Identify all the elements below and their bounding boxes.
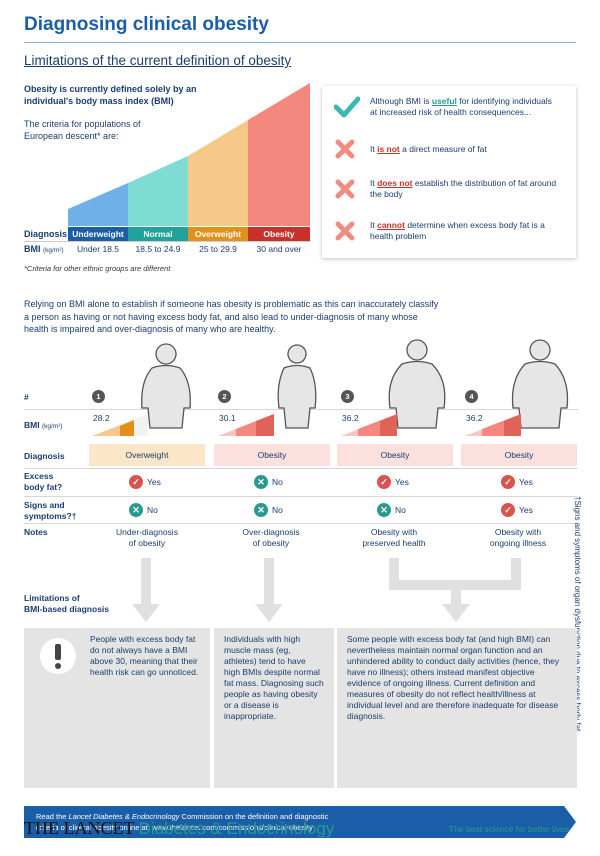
criteria-text: The criteria for populations of European…	[24, 119, 141, 141]
cross-icon	[335, 179, 355, 199]
arrow-case-3-4	[389, 558, 521, 622]
normal-area	[128, 156, 188, 226]
person-icon-case-2	[277, 344, 317, 429]
cross-icon	[335, 221, 355, 241]
banner-arrow-icon	[564, 806, 576, 838]
category-underweight: Underweight	[68, 227, 128, 241]
bmi-mini-bar-case-2	[218, 414, 274, 436]
check-icon: ✓	[377, 475, 391, 489]
limitation-box-1: People with excess body fat do not alway…	[24, 628, 210, 788]
range-underweight: Under 18.5	[76, 244, 120, 254]
range-overweight: 25 to 29.9	[199, 244, 237, 254]
chart-divider	[24, 241, 310, 242]
checklist-item-cannot-determine: It cannot determine when excess body fat…	[334, 220, 560, 242]
title-divider	[24, 42, 576, 43]
cross-icon: ✕	[377, 503, 391, 517]
bmi-mini-bar-case-1	[92, 414, 148, 436]
obesity-area	[248, 83, 310, 226]
table-divider	[24, 468, 578, 469]
case-signs-3: ✕ No	[377, 503, 406, 517]
row-label-notes: Notes	[24, 527, 48, 537]
case-diagnosis-4: Obesity	[461, 444, 577, 466]
cross-icon: ✕	[254, 503, 268, 517]
person-silhouettes	[141, 339, 569, 429]
flow-arrows	[132, 558, 521, 622]
checklist-item-useful: Although BMI is useful for identifying i…	[334, 96, 560, 118]
ethnic-footnote: *Criteria for other ethnic groups are di…	[24, 264, 171, 273]
person-icon-case-1	[141, 343, 191, 429]
case-excess-4: ✓ Yes	[501, 475, 533, 489]
case-signs-4: ✓ Yes	[501, 503, 533, 517]
case-bmi-2: 30.1	[219, 413, 236, 423]
range-normal: 18.5 to 24.9	[135, 244, 181, 254]
case-number-4: 4	[465, 390, 478, 403]
checklist-item-not-measure: It is not a direct measure of fat	[334, 138, 560, 160]
case-signs-1: ✕ No	[129, 503, 158, 517]
bmi-problem-paragraph: Relying on BMI alone to establish if som…	[24, 299, 439, 334]
case-bmi-3: 36.2	[342, 413, 359, 423]
check-icon: ✓	[501, 475, 515, 489]
case-bmi-1: 28.2	[93, 413, 110, 423]
case-excess-3: ✓ Yes	[377, 475, 409, 489]
arrow-case-2	[255, 558, 283, 622]
row-label-excess: Excess body fat?	[24, 471, 63, 492]
diagnosis-row-label: Diagnosis	[24, 229, 68, 239]
category-normal: Normal	[128, 227, 188, 241]
case-excess-2: ✕ No	[254, 475, 283, 489]
table-divider	[24, 523, 578, 524]
row-label-diagnosis: Diagnosis	[24, 451, 65, 461]
person-icon-case-3	[388, 339, 446, 429]
case-note-3: Obesity with preserved health	[362, 527, 426, 548]
limitation-box-2: Individuals with high muscle mass (eg, a…	[214, 628, 334, 788]
case-note-1: Under-diagnosis of obesity	[116, 527, 178, 548]
bmi-mini-bars	[92, 414, 521, 436]
case-number-2: 2	[218, 390, 231, 403]
arrow-case-1	[132, 558, 160, 622]
case-note-2: Over-diagnosis of obesity	[242, 527, 300, 548]
row-label-bmi: BMI (kg/m²)	[24, 420, 63, 430]
bmi-category-chart	[68, 83, 310, 226]
bmi-limitations-checklist: Although BMI is useful for identifying i…	[322, 86, 576, 258]
cross-icon	[335, 139, 355, 159]
category-obesity: Obesity	[248, 227, 310, 241]
case-bmi-4: 36.2	[466, 413, 483, 423]
case-diagnosis-2: Obesity	[214, 444, 330, 466]
category-overweight: Overweight	[188, 227, 248, 241]
checklist-item-no-distribution: It does not establish the distribution o…	[334, 178, 560, 200]
limitation-box-3: Some people with excess body fat (and hi…	[337, 628, 577, 788]
range-obesity: 30 and over	[256, 244, 302, 254]
tagline: The best science for better lives	[449, 824, 570, 834]
page-title: Diagnosing clinical obesity	[24, 14, 269, 35]
table-divider	[24, 496, 578, 497]
case-diagnosis-1: Overweight	[89, 444, 205, 466]
case-number-1: 1	[92, 390, 105, 403]
bmi-mini-bar-case-4	[465, 414, 521, 436]
bmi-row-label: BMI (kg/m²)	[24, 244, 64, 254]
case-number-3: 3	[341, 390, 354, 403]
exclamation-icon	[40, 638, 76, 674]
overweight-area	[188, 120, 248, 226]
definition-text: Obesity is currently defined solely by a…	[24, 84, 197, 106]
case-signs-2: ✕ No	[254, 503, 283, 517]
row-label-number: #	[24, 392, 29, 402]
cross-icon: ✕	[254, 475, 268, 489]
row-label-signs: Signs and symptoms?†	[24, 500, 77, 521]
case-note-4: Obesity with ongoing illness	[489, 527, 547, 548]
person-icon-case-4	[511, 339, 569, 429]
bmi-mini-bar-case-3	[341, 414, 397, 436]
underweight-area	[68, 183, 128, 226]
check-icon: ✓	[129, 475, 143, 489]
cross-icon: ✕	[129, 503, 143, 517]
lancet-logo: THE LANCET Diabetes & Endocrinology	[24, 818, 335, 838]
case-diagnosis-3: Obesity	[337, 444, 453, 466]
commission-banner[interactable]: Read the Lancet Diabetes & Endocrinology…	[24, 806, 564, 838]
check-icon: ✓	[501, 503, 515, 517]
check-icon	[334, 96, 360, 118]
case-excess-1: ✓ Yes	[129, 475, 161, 489]
section-subtitle: Limitations of the current definition of…	[24, 53, 292, 68]
limitations-label: Limitations of BMI-based diagnosis	[24, 593, 110, 614]
